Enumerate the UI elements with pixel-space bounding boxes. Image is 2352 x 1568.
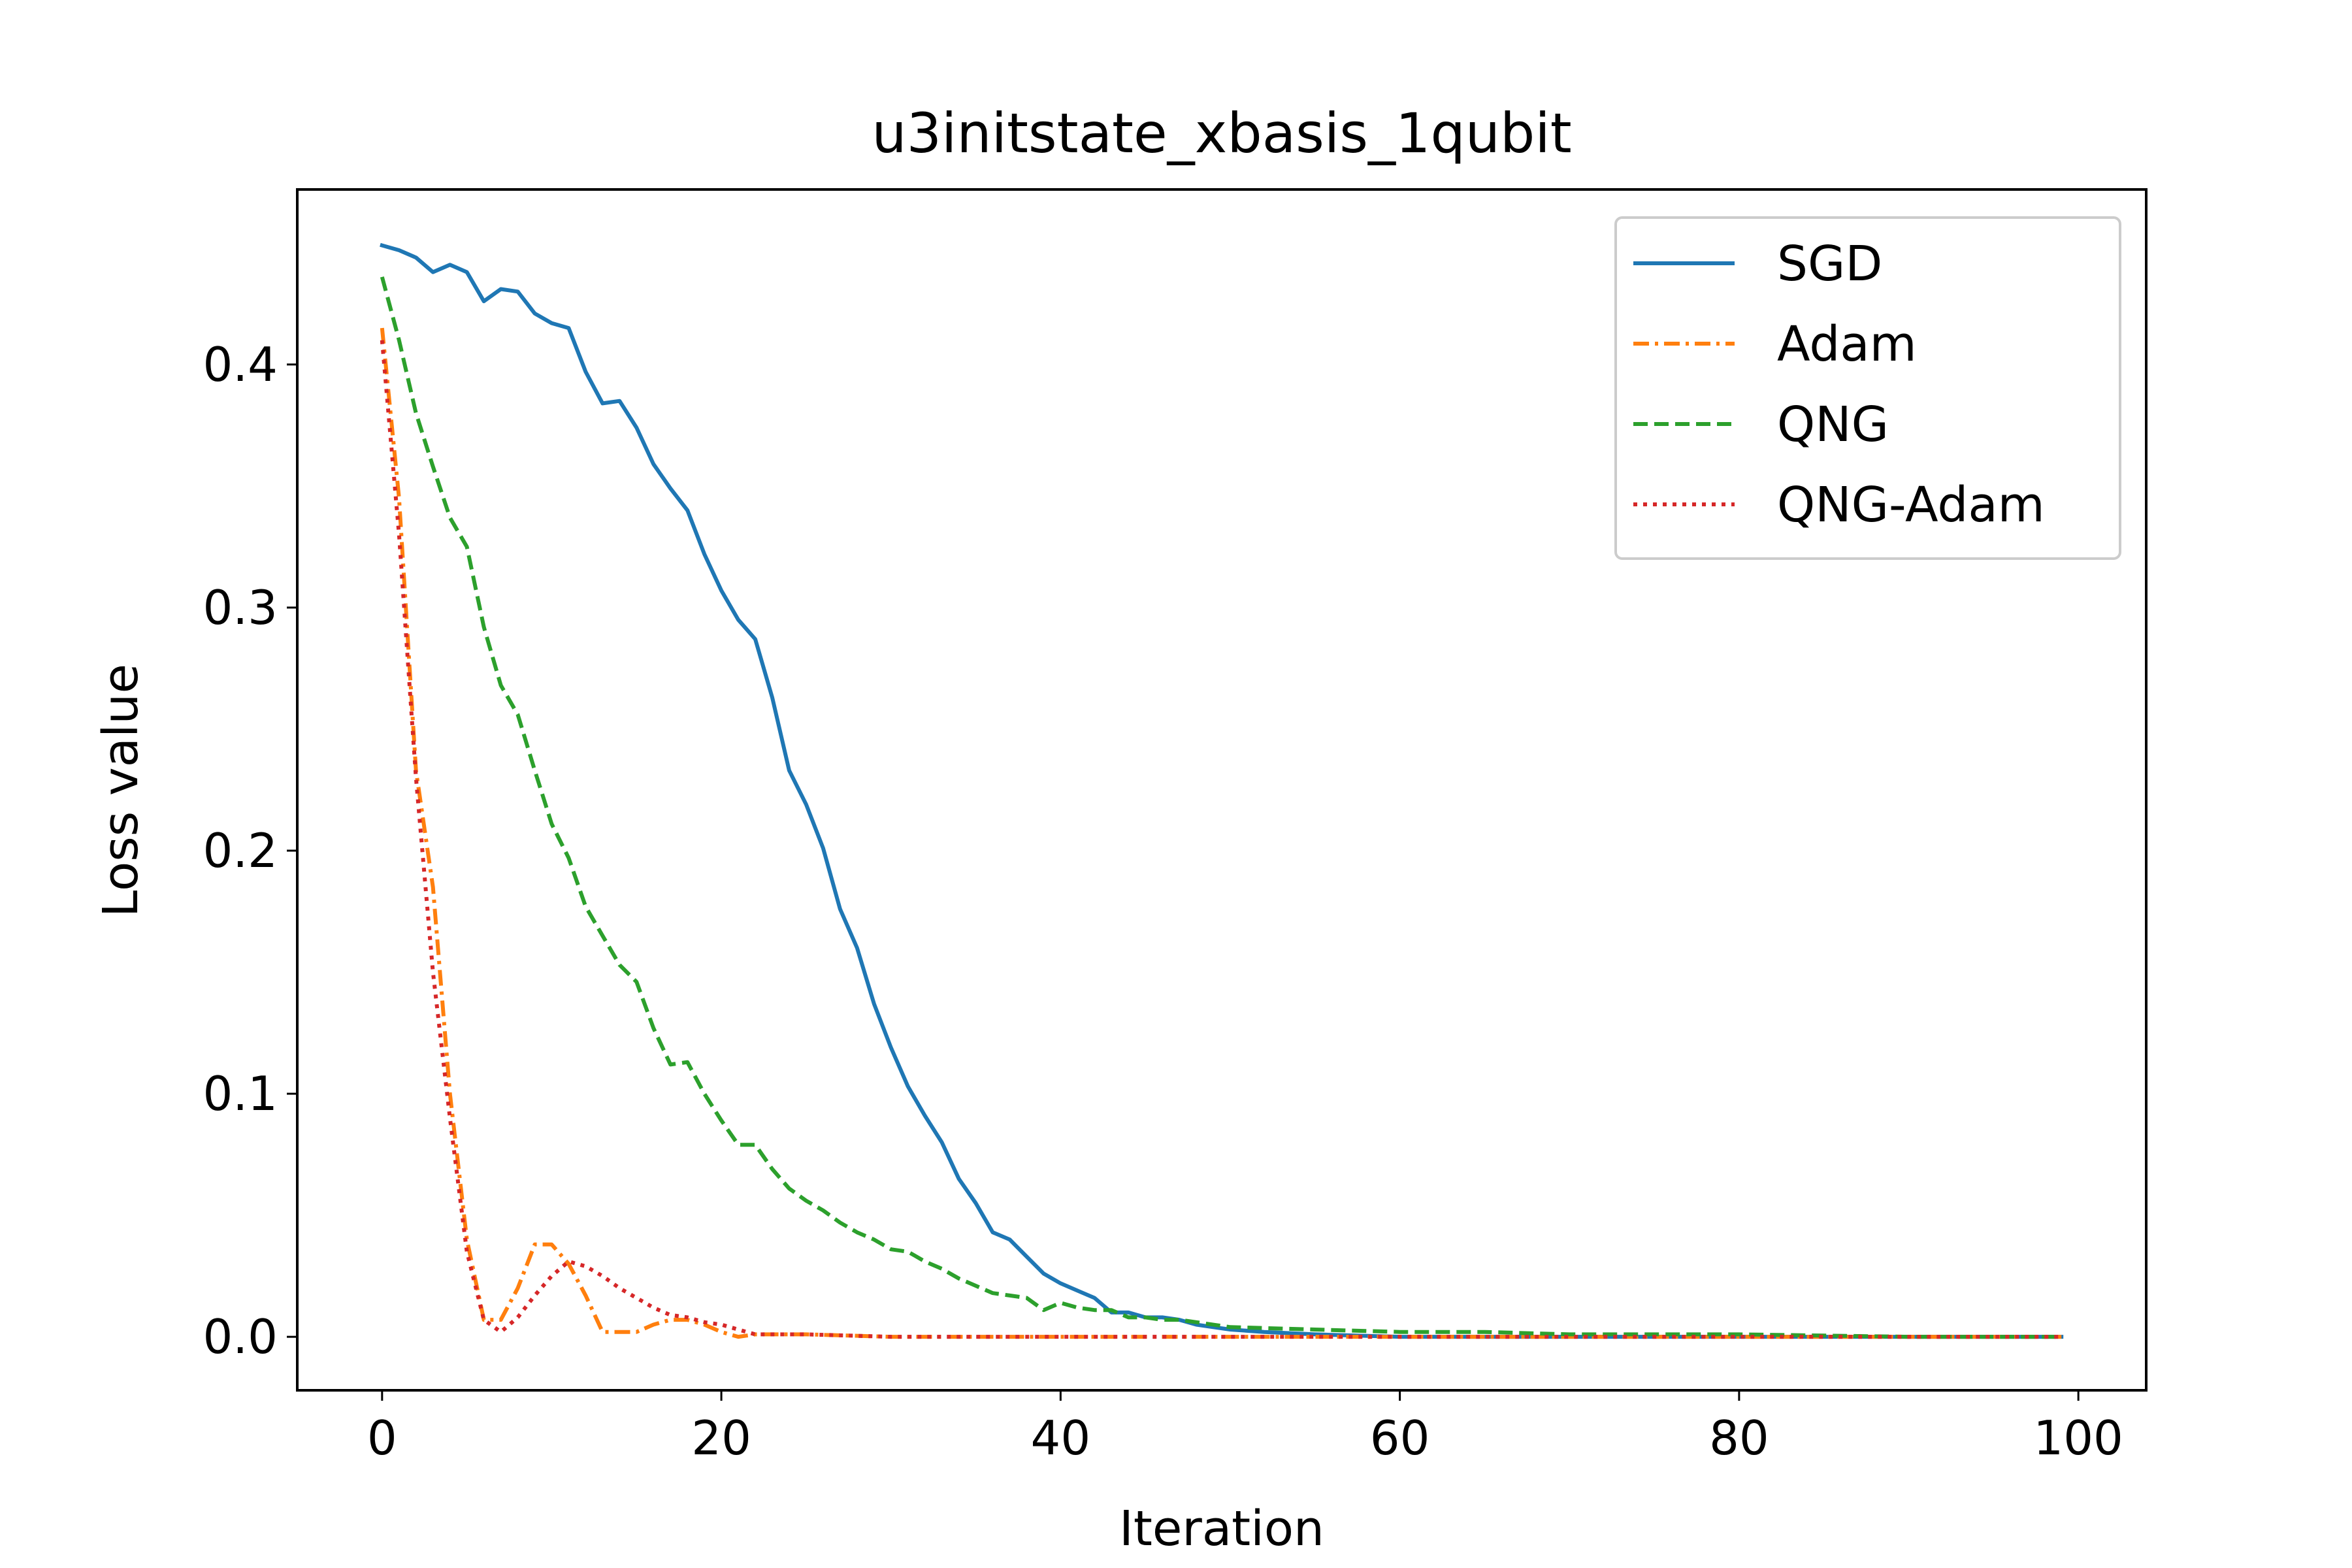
y-tick-label: 0.2 xyxy=(203,823,278,878)
x-tick-label: 20 xyxy=(691,1411,751,1465)
legend-label-qng: QNG xyxy=(1777,397,1889,453)
legend-label-adam: Adam xyxy=(1777,316,1917,372)
legend: SGD Adam QNG QNG-Adam xyxy=(1614,216,2121,560)
axes-frame xyxy=(296,188,2148,1392)
y-tick-label: 0.0 xyxy=(203,1309,278,1364)
series-line-adam xyxy=(380,327,2062,1339)
legend-label-sgd: SGD xyxy=(1777,236,1882,292)
x-tick-label: 80 xyxy=(1709,1411,1769,1465)
series-line-sgd xyxy=(380,242,2064,1339)
x-tick-label: 0 xyxy=(367,1411,397,1465)
series-layer xyxy=(380,242,2064,1339)
legend-label-qng-adam: QNG-Adam xyxy=(1777,477,2045,533)
x-tick-label: 100 xyxy=(2033,1411,2123,1465)
legend-box xyxy=(1614,216,2121,560)
x-axis-label: Iteration xyxy=(1119,1501,1324,1557)
y-tick-label: 0.3 xyxy=(203,580,278,635)
series-line-qng xyxy=(380,276,2062,1339)
y-axis-label: Loss value xyxy=(93,664,149,917)
y-tick-label: 0.1 xyxy=(203,1066,278,1121)
x-axis-ticks: 0 20 40 60 80 100 xyxy=(367,1390,2123,1465)
x-tick-label: 40 xyxy=(1031,1411,1091,1465)
legend-entries: SGD Adam QNG QNG-Adam xyxy=(1633,236,2045,533)
plot-area xyxy=(296,188,2148,1392)
chart-title: u3initstate_xbasis_1qubit xyxy=(872,101,1571,165)
y-axis-ticks: 0.0 0.1 0.2 0.3 0.4 xyxy=(203,337,297,1364)
x-tick-label: 60 xyxy=(1370,1411,1430,1465)
y-tick-label: 0.4 xyxy=(203,337,278,392)
